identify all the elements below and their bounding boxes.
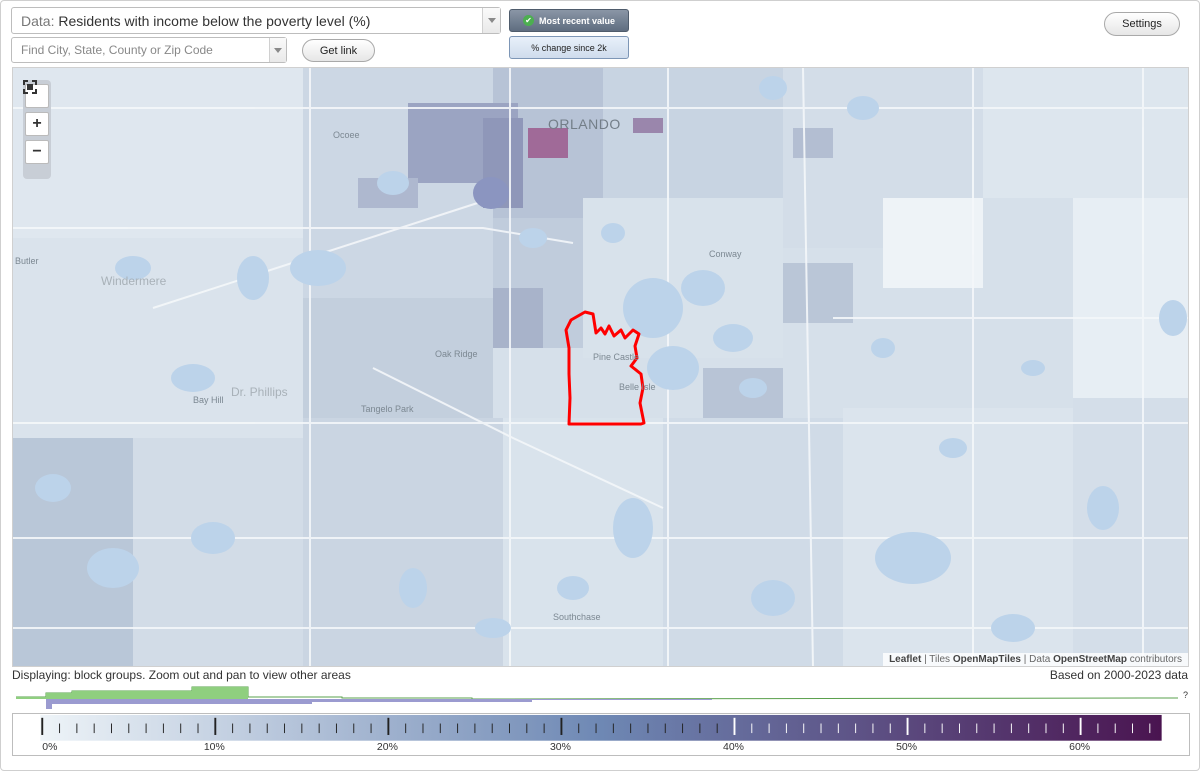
map-attribution: Leaflet | Tiles OpenMapTiles | Data Open… [883, 653, 1188, 666]
data-prefix: Data [1029, 654, 1051, 665]
map-label-butler: Butler [15, 256, 39, 266]
distribution-histogram: ? [16, 686, 1188, 709]
displaying-status: Displaying: block groups. Zoom out and p… [12, 668, 351, 682]
map-canvas[interactable] [13, 68, 1189, 667]
legend-tick-label: 60% [1069, 742, 1090, 753]
map-label-southchase: Southchase [553, 612, 601, 622]
legend-tick-label: 50% [896, 742, 917, 753]
map-label-ocoee: Ocoee [333, 130, 360, 140]
zoom-control: + − [23, 80, 51, 179]
histogram-help-icon[interactable]: ? [1183, 690, 1188, 700]
data-range-note: Based on 2000-2023 data [1049, 668, 1188, 682]
openstreetmap-link[interactable]: OpenStreetMap [1053, 654, 1127, 665]
legend-tick-label: 40% [723, 742, 744, 753]
most-recent-value-toggle[interactable]: ✔ Most recent value [509, 9, 629, 32]
zoom-in-button[interactable]: + [25, 112, 49, 136]
data-selector-value: Residents with income below the poverty … [58, 12, 371, 29]
map-label-oak-ridge: Oak Ridge [435, 349, 478, 359]
data-selector[interactable]: Data: Residents with income below the po… [11, 7, 501, 34]
map-label-bay-hill: Bay Hill [193, 395, 224, 405]
tiles-prefix: Tiles [929, 654, 951, 665]
openmaptiles-link[interactable]: OpenMapTiles [952, 654, 1021, 665]
percent-change-toggle[interactable]: % change since 2k [509, 36, 629, 59]
legend-tick-label: 30% [550, 742, 571, 753]
map-label-pine-castle: Pine Castle [593, 352, 640, 362]
leaflet-link[interactable]: Leaflet [889, 654, 922, 665]
legend-tick-label: 0% [42, 742, 57, 753]
highlighted-area-outline[interactable] [564, 310, 646, 426]
legend-tick-label: 20% [377, 742, 398, 753]
map-label-conway: Conway [709, 249, 742, 259]
checkmark-icon: ✔ [522, 15, 534, 26]
map-label-belle-isle: Belle Isle [619, 382, 656, 392]
map-view[interactable]: ORLANDO Ocoee Windermere Butler Conway O… [12, 67, 1189, 667]
location-search[interactable] [11, 37, 287, 63]
lakes [35, 76, 1187, 642]
legend-tick-label: 10% [204, 742, 225, 753]
color-scale-legend[interactable]: 0% 10% 20% 30% 40% 50% 60% [12, 713, 1190, 756]
get-link-button[interactable]: Get link [302, 39, 375, 62]
data-selector-label: Data: [21, 12, 55, 29]
map-label-tangelo-park: Tangelo Park [361, 404, 414, 414]
fullscreen-icon[interactable] [23, 80, 49, 108]
map-label-windermere: Windermere [101, 274, 167, 288]
map-label-orlando: ORLANDO [548, 116, 621, 132]
search-input[interactable] [12, 43, 270, 57]
chevron-down-icon[interactable] [482, 8, 500, 33]
map-label-dr-phillips: Dr. Phillips [231, 385, 288, 399]
most-recent-value-label: Most recent value [538, 15, 616, 26]
settings-button[interactable]: Settings [1104, 12, 1180, 36]
chevron-down-icon[interactable] [269, 38, 286, 62]
zoom-out-button[interactable]: − [25, 140, 49, 164]
contributors-text: contributors [1129, 654, 1182, 665]
